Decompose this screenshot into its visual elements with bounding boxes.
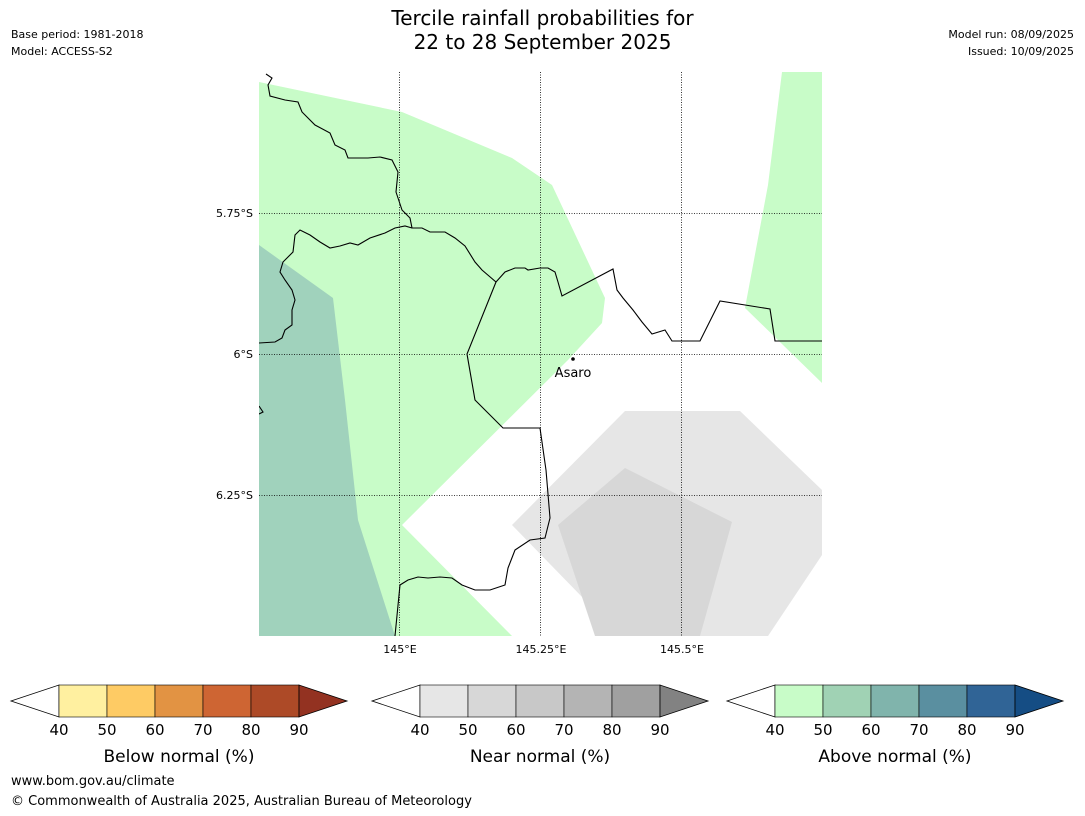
lat-label-6: 6°S <box>234 348 253 361</box>
colorbar-below-label: Below normal (%) <box>104 747 255 767</box>
colorbar-above-tick-90: 90 <box>1005 721 1024 739</box>
colorbar-near-label: Near normal (%) <box>470 747 610 767</box>
coastline <box>265 73 822 342</box>
colorbar-above-tick-40: 40 <box>765 721 784 739</box>
title-line-1: Tercile rainfall probabilities for <box>391 6 694 30</box>
colorbar-near-tick-90: 90 <box>650 721 669 739</box>
map-panel <box>259 72 822 636</box>
issued-text: Issued: 10/09/2025 <box>967 45 1074 58</box>
colorbar-below-extend-high <box>298 684 349 718</box>
colorbar-near-tick-60: 60 <box>506 721 525 739</box>
model-text: Model: ACCESS-S2 <box>11 45 113 58</box>
place-label-asaro: Asaro <box>555 366 592 381</box>
colorbar-above-extend-low <box>725 684 776 718</box>
colorbar-below-extend-low <box>9 684 60 718</box>
province-border <box>394 281 551 636</box>
colorbar-below-tick-60: 60 <box>145 721 164 739</box>
colorbar-below-tick-80: 80 <box>241 721 260 739</box>
run-info: Model run: 08/09/2025 Issued: 10/09/2025 <box>948 26 1074 60</box>
colorbar-below-swatch-40-50 <box>58 684 108 718</box>
lat-label-5-75: 5.75°S <box>216 207 253 220</box>
base-period-text: Base period: 1981-2018 <box>11 28 144 41</box>
colorbar-above-tick-50: 50 <box>813 721 832 739</box>
colorbar-near-extend-high <box>659 684 710 718</box>
colorbar-above-swatch-60-70 <box>870 684 920 718</box>
colorbar-near-swatch-50-60 <box>467 684 517 718</box>
colorbar-above-label: Above normal (%) <box>818 747 971 767</box>
colorbar-above-normal: 40 50 60 70 80 90 Above normal (%) <box>725 684 1065 767</box>
colorbar-near-extend-low <box>370 684 421 718</box>
model-info: Base period: 1981-2018 Model: ACCESS-S2 <box>11 26 143 60</box>
colorbar-near-swatch-70-80 <box>563 684 613 718</box>
lon-label-145-5: 145.5°E <box>660 643 704 656</box>
colorbar-near-swatch-40-50 <box>419 684 469 718</box>
colorbar-below-tick-90: 90 <box>289 721 308 739</box>
colorbar-above-swatch-50-60 <box>822 684 872 718</box>
colorbar-below-tick-70: 70 <box>193 721 212 739</box>
graticule <box>259 72 822 636</box>
colorbar-near-tick-50: 50 <box>458 721 477 739</box>
above-normal-50-60-region <box>259 245 395 636</box>
colorbar-below-swatch-70-80 <box>202 684 252 718</box>
colorbar-near-tick-40: 40 <box>410 721 429 739</box>
colorbar-below-swatch-60-70 <box>154 684 204 718</box>
colorbar-near-normal: 40 50 60 70 80 90 Near normal (%) <box>370 684 710 767</box>
colorbar-above-swatch-40-50 <box>774 684 824 718</box>
colorbar-above-swatch-70-80 <box>918 684 968 718</box>
chart-title: Tercile rainfall probabilities for 22 to… <box>0 6 1085 54</box>
colorbar-above-swatch-80-90 <box>966 684 1016 718</box>
lon-label-145: 145°E <box>383 643 416 656</box>
website-link[interactable]: www.bom.gov.au/climate <box>11 774 175 789</box>
copyright-text: © Commonwealth of Australia 2025, Austra… <box>11 794 472 809</box>
colorbar-below-tick-40: 40 <box>49 721 68 739</box>
lon-label-145-25: 145.25°E <box>516 643 567 656</box>
colorbar-above-tick-60: 60 <box>861 721 880 739</box>
coastline-west <box>259 225 413 344</box>
place-marker <box>571 357 575 361</box>
coastline-southwest <box>259 405 264 415</box>
above-normal-40-50-region-east <box>745 72 822 383</box>
colorbar-below-swatch-80-90 <box>250 684 300 718</box>
title-line-2: 22 to 28 September 2025 <box>413 30 672 54</box>
colorbar-near-swatch-80-90 <box>611 684 661 718</box>
colorbar-above-tick-70: 70 <box>909 721 928 739</box>
colorbar-below-normal: 40 50 60 70 80 90 Below normal (%) <box>9 684 349 767</box>
colorbar-near-swatch-60-70 <box>515 684 565 718</box>
lat-label-6-25: 6.25°S <box>216 489 253 502</box>
colorbar-near-tick-70: 70 <box>554 721 573 739</box>
colorbar-below-swatch-50-60 <box>106 684 156 718</box>
colorbar-above-extend-high <box>1014 684 1065 718</box>
near-normal-50-60-region <box>558 468 732 636</box>
colorbar-above-tick-80: 80 <box>957 721 976 739</box>
colorbar-below-tick-50: 50 <box>97 721 116 739</box>
colorbar-near-tick-80: 80 <box>602 721 621 739</box>
model-run-text: Model run: 08/09/2025 <box>948 28 1074 41</box>
